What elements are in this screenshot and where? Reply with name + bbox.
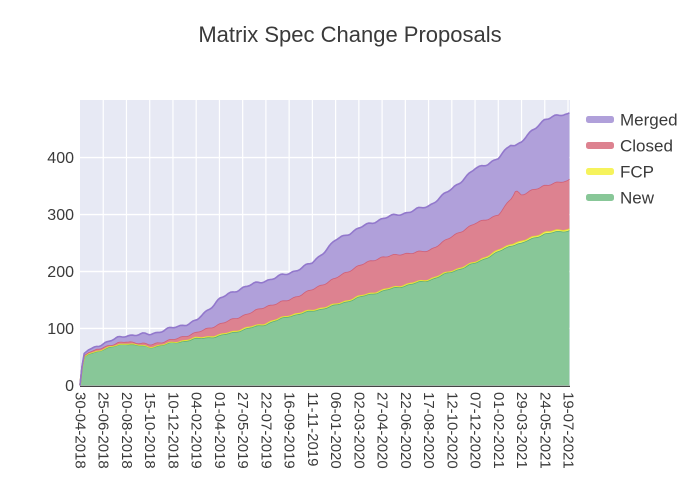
x-tick-label: 22-06-2020 <box>397 392 414 469</box>
x-tick-label: 10-12-2018 <box>164 392 181 469</box>
legend-swatch-closed <box>586 142 614 149</box>
x-tick-label: 30-04-2018 <box>72 392 89 469</box>
area-new <box>80 230 570 386</box>
x-tick-label: 11-11-2019 <box>304 392 321 467</box>
x-tick-label: 01-04-2019 <box>211 392 228 469</box>
area-line-merged <box>79 112 570 386</box>
x-tick-label: 27-04-2020 <box>374 392 391 469</box>
legend-item-closed[interactable]: Closed <box>586 137 673 156</box>
x-tick-label: 24-05-2021 <box>536 392 553 469</box>
x-tick-label: 16-09-2019 <box>281 392 298 469</box>
legend-label-new: New <box>620 189 655 208</box>
area-merged <box>80 112 570 386</box>
legend-item-new[interactable]: New <box>586 189 655 208</box>
x-tick-label: 17-08-2020 <box>420 392 437 469</box>
legend-label-fcp: FCP <box>620 163 654 182</box>
x-tick-label: 07-12-2020 <box>467 392 484 469</box>
x-tick-label: 15-10-2018 <box>141 392 158 469</box>
legend: Merged Closed FCP New <box>586 111 678 208</box>
area-closed <box>80 178 570 386</box>
y-tick-label: 200 <box>47 264 74 281</box>
x-tick-label: 29-03-2021 <box>513 392 530 469</box>
legend-label-merged: Merged <box>620 111 678 130</box>
chart-title-text: Matrix Spec Change Proposals <box>198 22 501 47</box>
x-tick-label: 04-02-2019 <box>188 392 205 469</box>
y-axis-labels: 0 100 200 300 400 <box>47 150 74 395</box>
x-tick-label: 19-07-2021 <box>560 392 577 469</box>
y-tick-label: 300 <box>47 207 74 224</box>
legend-swatch-merged <box>586 116 614 123</box>
x-tick-label: 25-06-2018 <box>95 392 112 469</box>
legend-item-merged[interactable]: Merged <box>586 111 678 130</box>
x-axis-labels: 30-04-2018 25-06-2018 20-08-2018 15-10-2018… <box>72 392 577 469</box>
legend-item-fcp[interactable]: FCP <box>586 163 654 182</box>
y-tick-label: 400 <box>47 150 74 167</box>
chart-title: Matrix Spec Change Proposals <box>198 22 501 47</box>
x-tick-label: 22-07-2019 <box>257 392 274 469</box>
x-tick-label: 06-01-2020 <box>327 392 344 469</box>
y-tick-label: 0 <box>65 378 74 395</box>
x-tick-label: 27-05-2019 <box>234 392 251 469</box>
legend-swatch-new <box>586 194 614 201</box>
x-tick-label: 12-10-2020 <box>443 392 460 469</box>
legend-label-closed: Closed <box>620 137 673 156</box>
legend-swatch-fcp <box>586 168 614 175</box>
x-tick-label: 01-02-2021 <box>490 392 507 469</box>
y-tick-label: 100 <box>47 321 74 338</box>
x-tick-label: 02-03-2020 <box>350 392 367 469</box>
stacked-areas <box>79 112 570 386</box>
x-tick-label: 20-08-2018 <box>118 392 135 469</box>
